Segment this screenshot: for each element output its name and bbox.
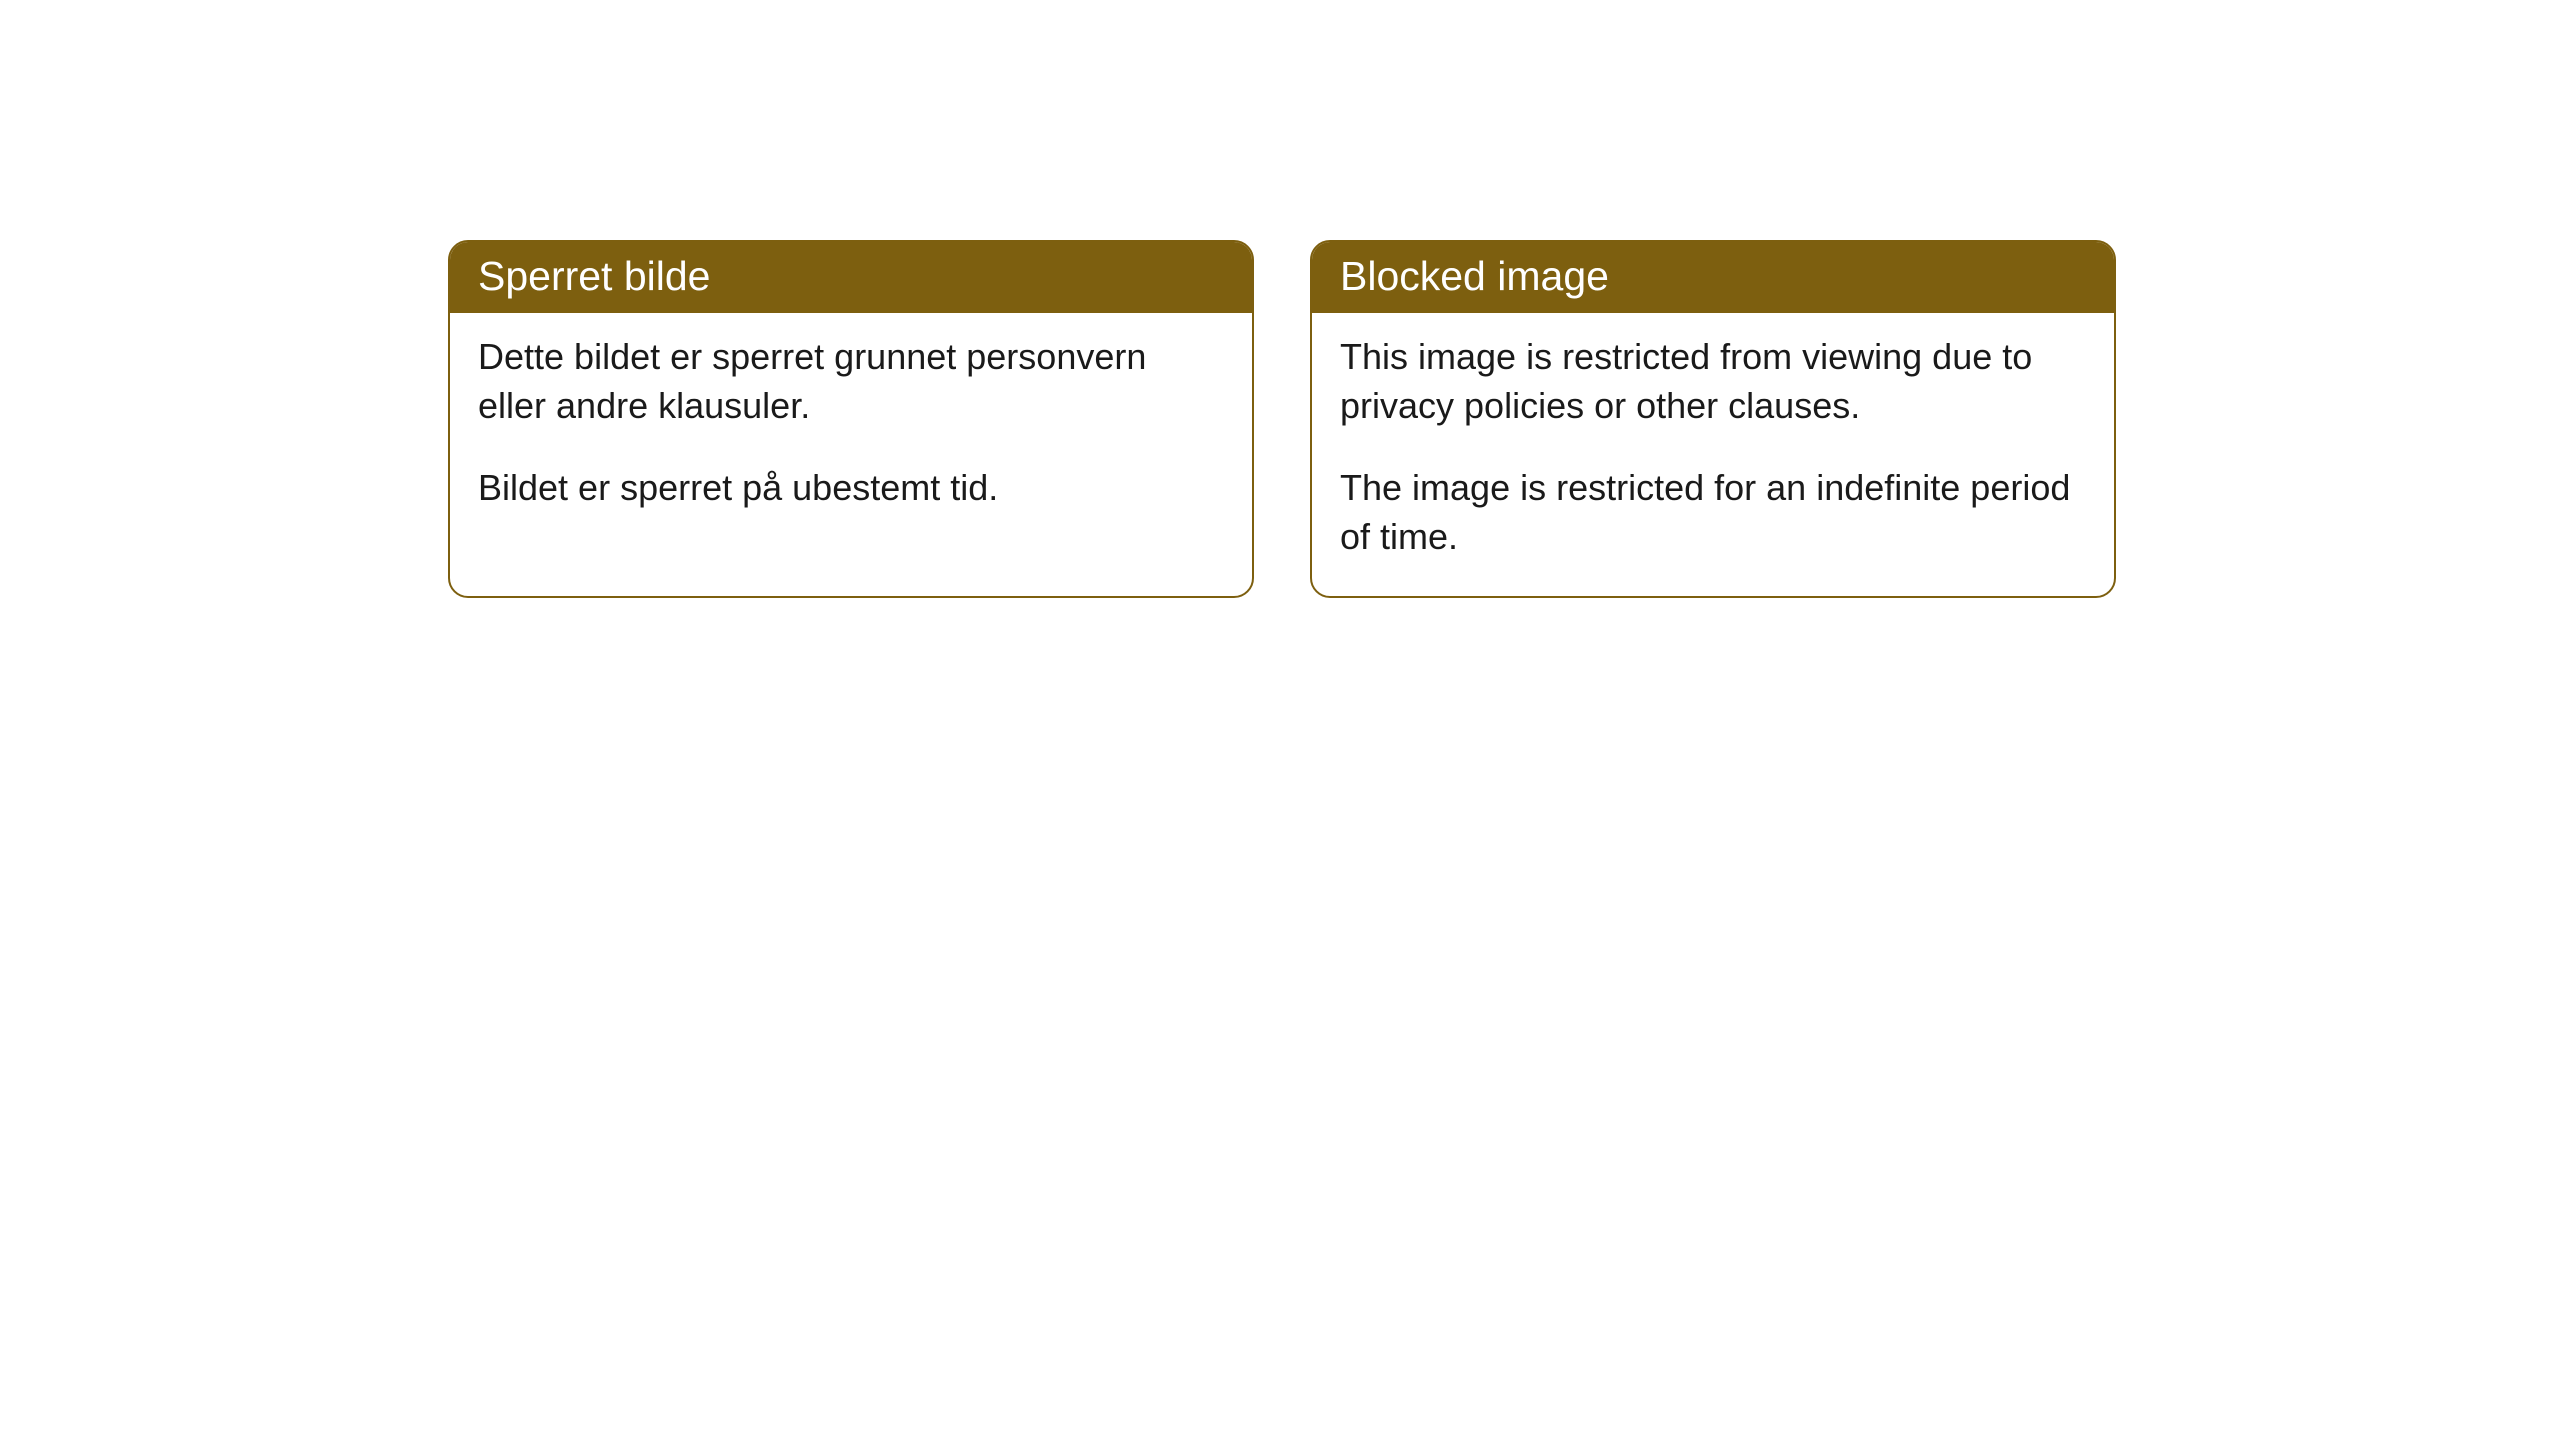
- panel-title-en: Blocked image: [1312, 242, 2114, 313]
- blocked-image-panel-no: Sperret bilde Dette bildet er sperret gr…: [448, 240, 1254, 598]
- panel-body-en: This image is restricted from viewing du…: [1312, 313, 2114, 595]
- panel-text-no-2: Bildet er sperret på ubestemt tid.: [478, 464, 1224, 513]
- panel-title-no: Sperret bilde: [450, 242, 1252, 313]
- panels-container: Sperret bilde Dette bildet er sperret gr…: [0, 0, 2560, 598]
- panel-text-no-1: Dette bildet er sperret grunnet personve…: [478, 333, 1224, 430]
- panel-text-en-2: The image is restricted for an indefinit…: [1340, 464, 2086, 561]
- panel-body-no: Dette bildet er sperret grunnet personve…: [450, 313, 1252, 547]
- blocked-image-panel-en: Blocked image This image is restricted f…: [1310, 240, 2116, 598]
- panel-text-en-1: This image is restricted from viewing du…: [1340, 333, 2086, 430]
